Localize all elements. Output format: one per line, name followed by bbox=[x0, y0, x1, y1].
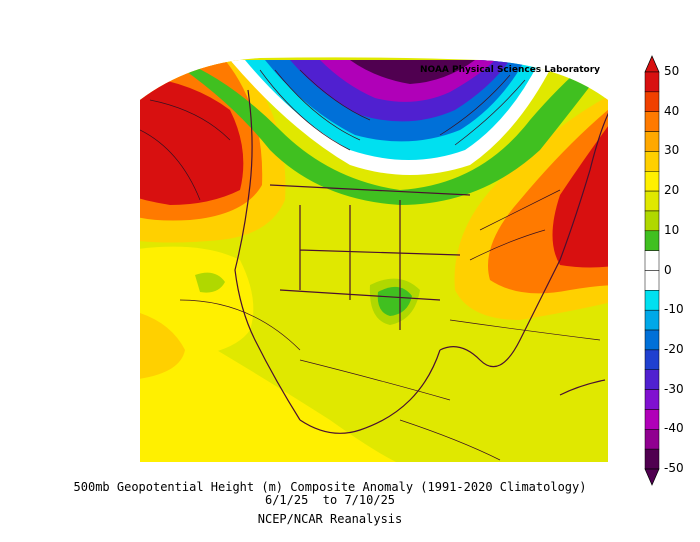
colorbar-bin bbox=[644, 270, 660, 291]
state-borders bbox=[279, 200, 461, 330]
colorbar-bin bbox=[644, 91, 660, 112]
colorbar-bin bbox=[644, 151, 660, 172]
map-plot-area bbox=[140, 57, 608, 462]
credit-label: NOAA Physical Sciences Laboratory bbox=[420, 65, 601, 75]
colorbar-bin bbox=[644, 448, 660, 470]
east-coastline bbox=[439, 109, 608, 368]
colorbar-bin bbox=[644, 190, 660, 212]
anomaly-region-pacific-green bbox=[195, 272, 225, 293]
colorbar-tick-label: -30 bbox=[664, 381, 684, 396]
anomaly-region-green-band bbox=[170, 60, 608, 205]
anomaly-region-trough-50 bbox=[350, 60, 475, 84]
colorbar-bin bbox=[644, 230, 660, 251]
gulf-coastline bbox=[299, 349, 441, 434]
colorbar-tick-label: -40 bbox=[664, 421, 684, 436]
colorbar-bin bbox=[644, 71, 660, 93]
caption-source: NCEP/NCAR Reanalysis bbox=[257, 512, 403, 526]
colorbar-bin bbox=[644, 429, 660, 450]
contour-lines bbox=[140, 69, 601, 461]
colorbar-bin bbox=[644, 111, 660, 132]
colorbar-bin bbox=[644, 329, 660, 351]
anomaly-region-pacific-orange bbox=[140, 310, 185, 380]
colorbar-tick-label: 20 bbox=[664, 183, 680, 198]
colorbar-bin bbox=[644, 171, 660, 192]
colorbar-bin bbox=[644, 389, 660, 410]
canada-us-border bbox=[269, 184, 471, 196]
colorbar-tick-label: 50 bbox=[664, 64, 680, 78]
colorbar-tick-label: -50 bbox=[664, 461, 684, 475]
colorbar-tick-label: -10 bbox=[664, 302, 684, 317]
caption-dates: 6/1/25 to 7/10/25 bbox=[264, 493, 396, 507]
colorbar-bin bbox=[644, 210, 660, 232]
colorbar-bin bbox=[644, 290, 660, 311]
caption-title: 500mb Geopotential Height (m) Composite … bbox=[73, 480, 587, 494]
colorbar-bin bbox=[644, 250, 660, 271]
colorbar-bin bbox=[644, 131, 660, 152]
colorbar-tick-label: 40 bbox=[664, 103, 680, 118]
anomaly-region-nw-ridge-50 bbox=[140, 75, 244, 205]
colorbar-bin bbox=[644, 409, 660, 430]
cuba-outline bbox=[559, 379, 606, 396]
colorbar bbox=[644, 55, 660, 486]
colorbar-tick-label: 30 bbox=[664, 143, 680, 158]
colorbar-bin bbox=[644, 309, 660, 331]
colorbar-bin bbox=[644, 369, 660, 390]
colorbar-bin bbox=[644, 349, 660, 370]
colorbar-top-arrow bbox=[644, 55, 660, 73]
west-coastline bbox=[234, 89, 301, 421]
colorbar-tick-label: 10 bbox=[664, 222, 680, 237]
colorbar-tick-label: 0 bbox=[664, 262, 672, 277]
colorbar-tick-label: -20 bbox=[664, 341, 684, 356]
colorbar-bottom-arrow bbox=[644, 468, 660, 486]
anomaly-region-east-ridge-50 bbox=[552, 110, 608, 268]
anomaly-region-plains-green bbox=[377, 286, 412, 316]
coastlines-and-borders bbox=[234, 89, 608, 434]
